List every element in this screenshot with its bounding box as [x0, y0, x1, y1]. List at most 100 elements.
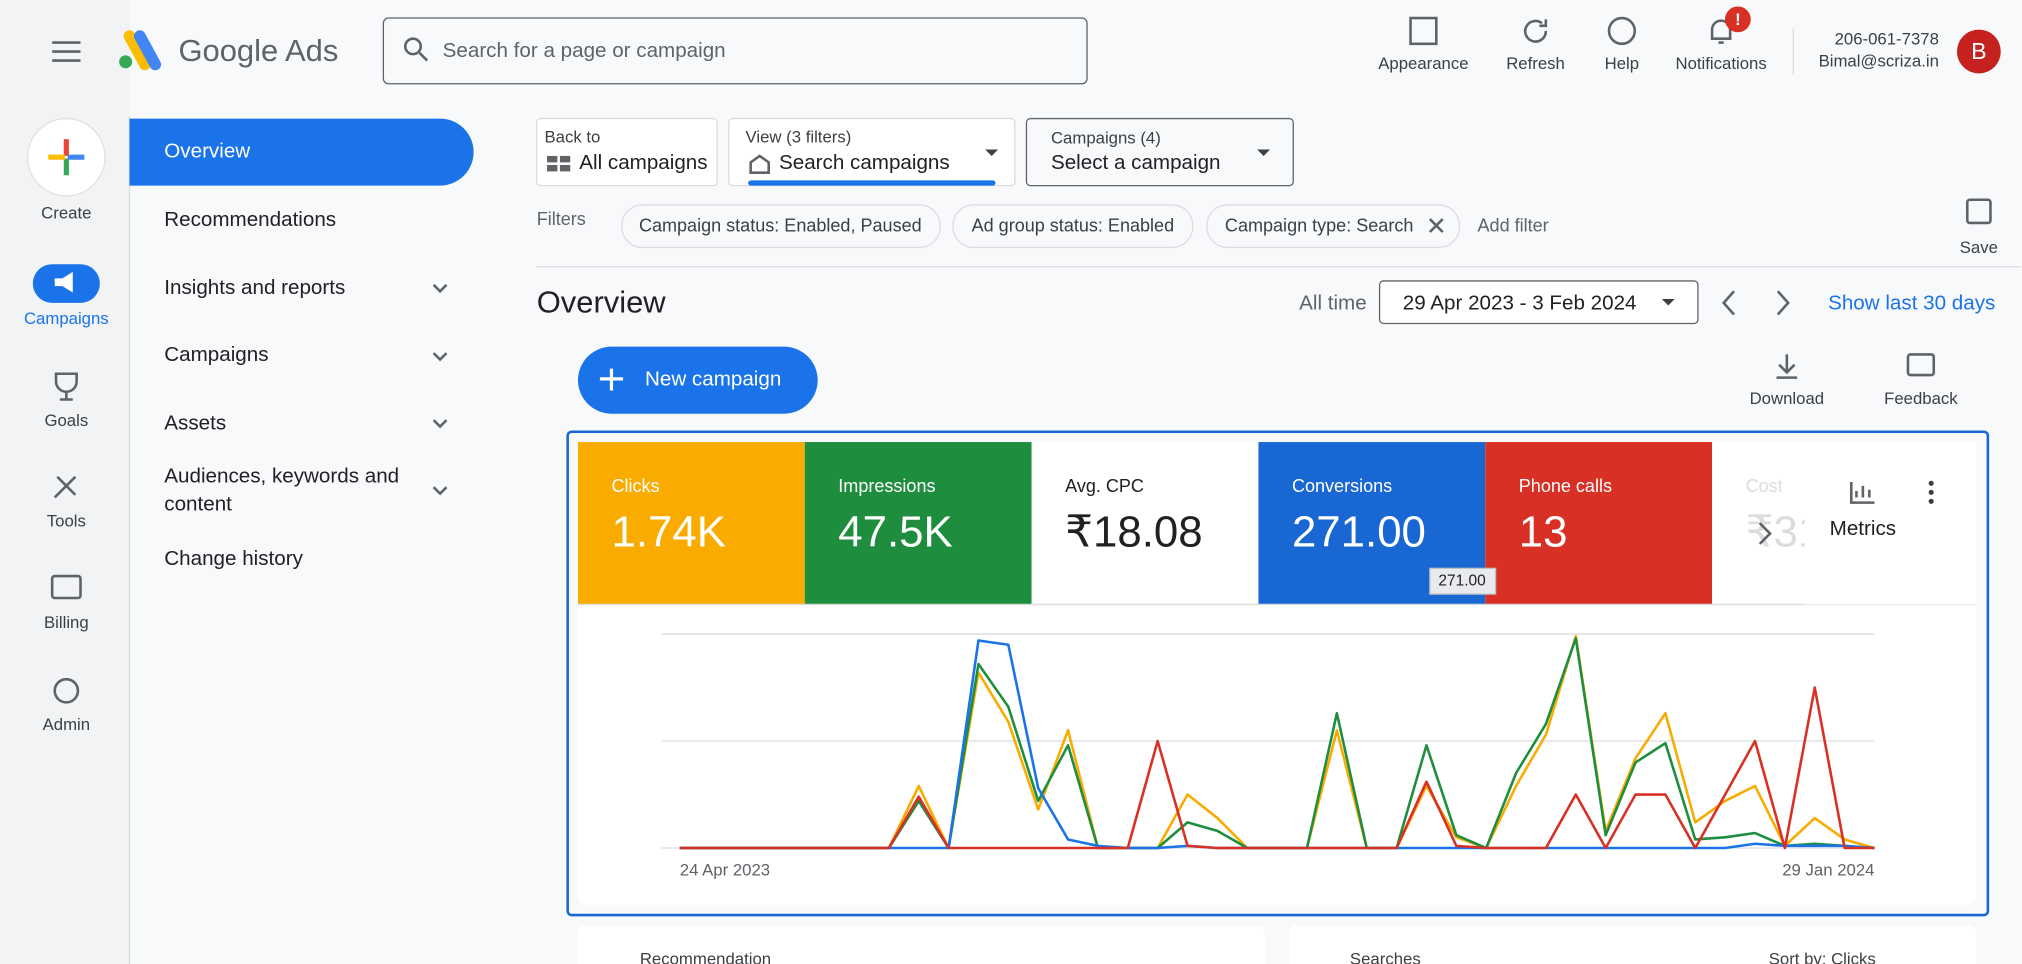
- admin-icon: [53, 677, 80, 704]
- plus: [48, 139, 85, 176]
- metrics-label[interactable]: Metrics: [1830, 517, 1896, 540]
- dropdown: [985, 149, 999, 156]
- rail-label[interactable]: Billing: [44, 613, 89, 632]
- plus: [599, 368, 624, 391]
- campaigns-caption: Campaigns (4): [1051, 129, 1161, 148]
- save-label[interactable]: Save: [1960, 238, 1998, 257]
- series-line: [679, 686, 1875, 850]
- more-icon[interactable]: [1928, 480, 1934, 504]
- action-label[interactable]: Refresh: [1506, 54, 1565, 73]
- view-caption: View (3 filters): [746, 127, 852, 146]
- rail-label[interactable]: Campaigns: [24, 309, 109, 328]
- dropdown: [1257, 149, 1271, 156]
- sidebar-item[interactable]: Assets: [164, 411, 226, 434]
- metric-label: Phone calls: [1519, 476, 1612, 496]
- sidebar-item[interactable]: Audiences, keywords and: [164, 464, 399, 487]
- avatar-letter: B: [1971, 38, 1986, 64]
- brand: Google Ads: [178, 33, 338, 68]
- view-underline: [748, 180, 996, 186]
- sidebar-item[interactable]: Insights and reports: [164, 276, 345, 299]
- metric-value: 1.74K: [611, 507, 725, 556]
- metric-tile[interactable]: [804, 442, 1032, 605]
- refresh-icon[interactable]: [1523, 19, 1548, 43]
- feedback-label[interactable]: Feedback: [1884, 389, 1958, 408]
- date-range: 29 Apr 2023 - 3 Feb 2024: [1403, 292, 1637, 315]
- nav-arrows[interactable]: [1721, 290, 1790, 316]
- date-box[interactable]: [1378, 280, 1699, 325]
- chip[interactable]: [1206, 204, 1461, 249]
- metric-value: 47.5K: [838, 507, 952, 556]
- plot: 24 Apr 2023 29 Jan 2024: [661, 633, 1875, 880]
- new-campaign-button[interactable]: [577, 346, 818, 414]
- chip[interactable]: [621, 204, 941, 249]
- rail-label[interactable]: Tools: [47, 511, 86, 530]
- metrics-panel: [1804, 442, 1977, 605]
- action-label[interactable]: Help: [1605, 54, 1639, 73]
- metrics-icon[interactable]: [1849, 482, 1875, 504]
- chip-text: Campaign status: Enabled, Paused: [639, 216, 922, 236]
- logo: [119, 30, 162, 71]
- sidebar-item[interactable]: Campaigns: [164, 343, 268, 366]
- sidebar-item[interactable]: Recommendations: [164, 208, 336, 231]
- avatar[interactable]: [1956, 29, 2001, 74]
- dropdown: [1661, 298, 1675, 306]
- x-tick-label: 29 Jan 2024: [1782, 861, 1874, 880]
- badge-text: !: [1735, 10, 1741, 29]
- bottom-card: [577, 925, 1265, 964]
- add-filter[interactable]: Add filter: [1478, 216, 1549, 236]
- card-title: Searches: [1350, 950, 1421, 964]
- metric-value: 13: [1519, 507, 1568, 556]
- chip-text: Campaign type: Search: [1225, 216, 1413, 236]
- menu-icon[interactable]: [52, 41, 81, 62]
- help-icon[interactable]: [1607, 16, 1637, 46]
- rail-label[interactable]: Admin: [43, 715, 90, 734]
- chip[interactable]: [952, 204, 1194, 249]
- overview-pill[interactable]: [129, 118, 474, 186]
- download-icon[interactable]: [1776, 354, 1798, 379]
- action-label[interactable]: Notifications: [1675, 54, 1766, 73]
- card-title: Recommendation: [640, 950, 771, 964]
- back-caption: Back to: [544, 127, 600, 146]
- next-arrow[interactable]: [1758, 522, 1772, 545]
- sidebar-item[interactable]: Overview: [164, 140, 250, 163]
- chip-text: Ad group status: Enabled: [972, 216, 1175, 236]
- email: Bimal@scriza.in: [1819, 51, 1939, 70]
- create-label[interactable]: Create: [41, 203, 91, 222]
- campaigns-value: Select a campaign: [1051, 151, 1221, 174]
- metric-tile[interactable]: [1485, 442, 1713, 605]
- download-label[interactable]: Download: [1750, 389, 1824, 408]
- billing-icon: [50, 574, 82, 600]
- chip-close[interactable]: [1428, 218, 1444, 233]
- tooltip: [1429, 567, 1497, 595]
- view-icon: [749, 154, 770, 174]
- range-label: All time: [1299, 292, 1367, 315]
- feedback-icon[interactable]: [1906, 353, 1936, 377]
- back-value: All campaigns: [579, 151, 707, 174]
- campaigns-box[interactable]: [1025, 117, 1294, 187]
- campaigns-icon: [54, 271, 73, 293]
- rail-label[interactable]: Goals: [44, 411, 88, 430]
- search-icon: [403, 37, 429, 62]
- search-placeholder: Search for a page or campaign: [443, 39, 726, 62]
- sidebar-item[interactable]: Change history: [164, 547, 303, 570]
- search-box[interactable]: [382, 17, 1088, 85]
- metric-tile[interactable]: [577, 442, 805, 605]
- show-last[interactable]: Show last 30 days: [1828, 292, 1995, 315]
- action-label[interactable]: Appearance: [1378, 54, 1468, 73]
- badge: [1724, 6, 1751, 33]
- create-button[interactable]: [27, 117, 106, 197]
- sidebar-item[interactable]: content: [164, 493, 232, 516]
- metric-tile[interactable]: [1031, 442, 1259, 605]
- phone: 206-061-7378: [1835, 29, 1939, 48]
- metric-tiles: Clicks 1.74K Impressions 47.5K Avg. CPC ₹18.0…: [577, 442, 1977, 606]
- metric-label: Conversions: [1292, 476, 1392, 496]
- bottom-card: [1289, 925, 1977, 964]
- sort[interactable]: Sort by: Clicks: [1769, 950, 1876, 964]
- goals-icon: [54, 372, 78, 401]
- metric-value: ₹18.08: [1065, 507, 1202, 556]
- grid-icon: [547, 155, 571, 172]
- appearance-icon[interactable]: [1409, 16, 1438, 46]
- save-icon[interactable]: [1965, 198, 1992, 225]
- back-box[interactable]: [536, 117, 718, 187]
